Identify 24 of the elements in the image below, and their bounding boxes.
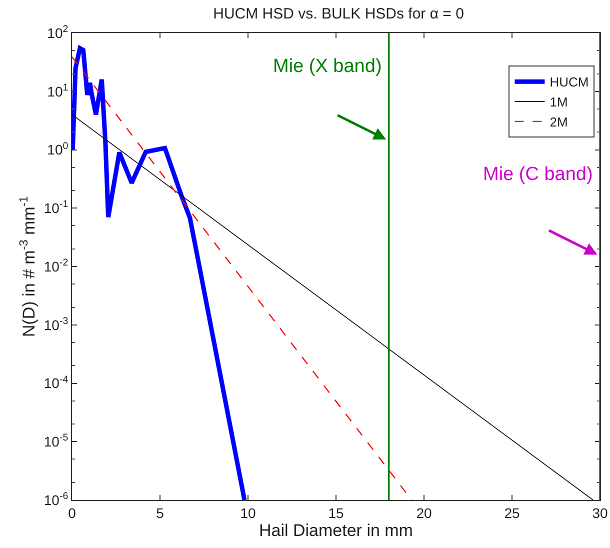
y-tick-label: 10$^{-2}$ (44, 258, 68, 274)
x-tick-label: 15 (328, 504, 344, 521)
x-tick-label: 5 (156, 504, 164, 521)
ref-line-label: Mie (X band) (273, 56, 382, 77)
y-tick-label: 10$^{-6}$ (44, 491, 69, 508)
line-series (72, 46, 247, 500)
y-tick-label: 10$^{-3}$ (44, 316, 69, 333)
x-axis-title: Hail Diameter in mm (259, 520, 413, 540)
y-tick-label: 10$^{0}$ (47, 140, 69, 158)
legend-label: HUCM (550, 74, 589, 90)
x-tick-label: 10 (240, 504, 256, 521)
legend-label: 2M (550, 114, 568, 130)
ref-line-label: Mie (C band) (483, 164, 593, 185)
y-tick-label: 10$^{1}$ (47, 82, 68, 100)
y-tick-label: 10$^{-4}$ (44, 374, 69, 392)
chart-title: HUCM HSD vs. BULK HSDs for α = 0 (213, 6, 464, 23)
y-tick-label: 10$^{-1}$ (44, 199, 68, 216)
x-tick-label: 0 (68, 504, 76, 521)
x-tick-label: 20 (416, 504, 432, 521)
x-tick-label: 25 (504, 504, 520, 521)
legend-label: 1M (550, 94, 568, 110)
y-tick-label: 10$^{-5}$ (44, 432, 69, 450)
x-tick-label: 30 (592, 504, 608, 521)
y-tick-label: 10$^{2}$ (47, 24, 68, 41)
